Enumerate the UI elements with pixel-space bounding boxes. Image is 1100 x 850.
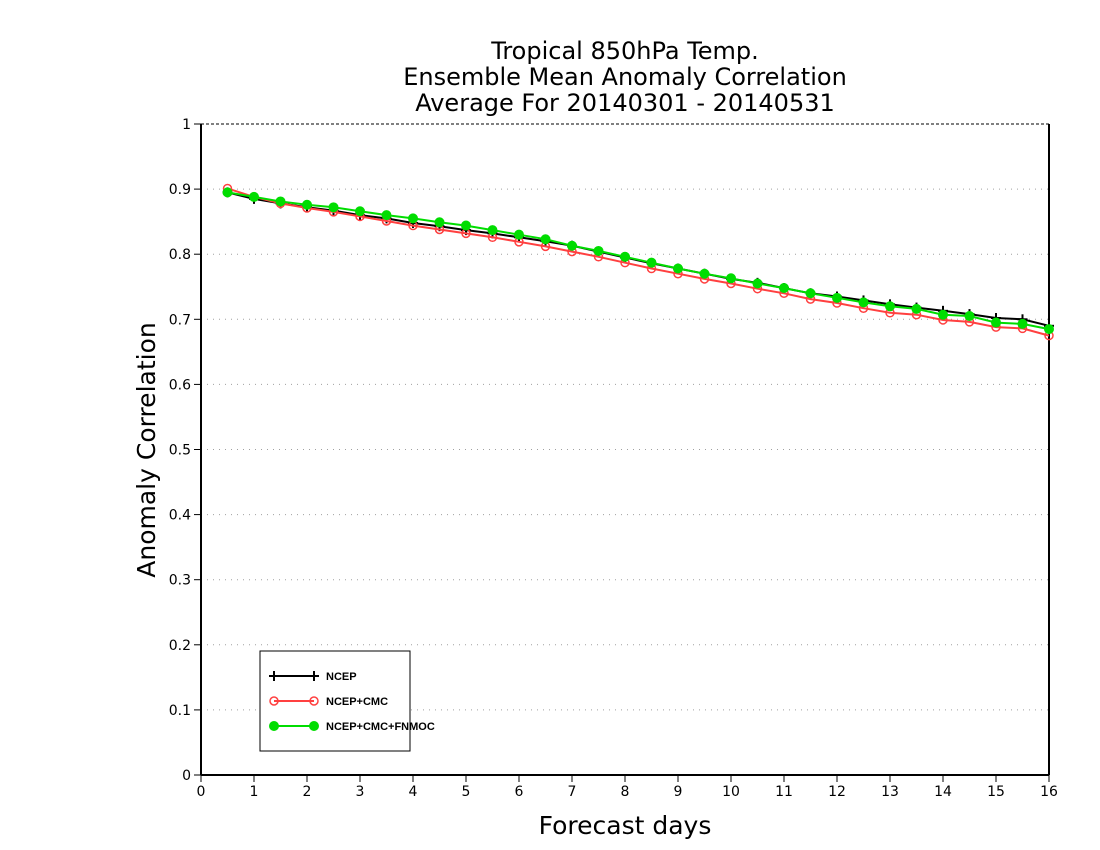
data-series (222, 183, 1054, 341)
data-point (222, 187, 233, 198)
data-point (699, 268, 710, 279)
y-axis-label: Anomaly Correlation (132, 322, 161, 577)
legend-label: NCEP (326, 671, 357, 683)
legend-marker-left (269, 696, 279, 706)
data-point (991, 317, 1001, 328)
x-tick-label: 10 (722, 784, 740, 800)
legend-label: NCEP+CMC (326, 696, 388, 708)
chart-title-line-3: Average For 20140301 - 20140531 (415, 89, 835, 117)
chart-title-line-1: Tropical 850hPa Temp. (490, 37, 759, 65)
x-tick-label: 15 (987, 784, 1005, 800)
legend-marker-right (309, 696, 319, 706)
data-point (461, 220, 471, 231)
y-tick-label: 0 (182, 768, 191, 784)
data-point (434, 217, 445, 228)
data-point (1017, 318, 1028, 329)
x-tick-label: 7 (568, 784, 577, 800)
legend-entry: NCEP (269, 671, 357, 683)
titles: Tropical 850hPa Temp. Ensemble Mean Anom… (132, 37, 847, 840)
data-point (726, 273, 736, 284)
data-point (885, 301, 895, 312)
data-point (964, 311, 975, 322)
tick-labels: 00.10.20.30.40.50.60.70.80.910 1 2 3 4 5 6 7 8 9 1… (169, 117, 1058, 800)
data-point (858, 297, 869, 308)
data-point (249, 191, 259, 202)
data-point (673, 263, 683, 274)
x-tick-label: 5 (462, 784, 471, 800)
x-tick-label: 6 (515, 784, 524, 800)
data-point (381, 210, 392, 221)
legend-marker-left (269, 721, 279, 731)
data-point (540, 234, 551, 245)
x-tick-label: 16 (1040, 784, 1058, 800)
data-point (593, 245, 604, 256)
data-point (567, 240, 577, 251)
legend-marker-right (309, 721, 319, 731)
x-tick-label: 8 (621, 784, 630, 800)
data-point (805, 288, 816, 299)
legend-label: NCEP+CMC+FNMOC (326, 721, 435, 733)
y-tick-label: 0.4 (169, 508, 191, 524)
data-point (832, 292, 842, 303)
data-point (911, 303, 922, 314)
x-tick-label: 3 (356, 784, 365, 800)
series-ncep-cmc-fnmoc (222, 187, 1054, 335)
y-tick-label: 0.9 (169, 182, 191, 198)
y-tick-label: 0.7 (169, 312, 191, 328)
data-point (487, 225, 498, 236)
series-ncep-cmc (222, 183, 1054, 341)
y-tick-label: 0.2 (169, 638, 191, 654)
x-axis-label: Forecast days (539, 811, 712, 840)
y-tick-label: 0.8 (169, 247, 191, 263)
x-tick-label: 12 (828, 784, 846, 800)
data-point (275, 196, 286, 207)
y-tick-label: 0.5 (169, 443, 191, 459)
x-tick-label: 0 (197, 784, 206, 800)
legend-entry: NCEP+CMC+FNMOC (269, 721, 435, 733)
x-tick-label: 9 (674, 784, 683, 800)
data-point (1044, 324, 1054, 335)
data-point (620, 251, 630, 262)
data-point (938, 309, 948, 320)
y-tick-label: 0.3 (169, 573, 191, 589)
data-point (408, 213, 418, 224)
data-point (752, 278, 763, 289)
chart-title-line-2: Ensemble Mean Anomaly Correlation (403, 63, 847, 91)
data-point (646, 257, 657, 268)
y-tick-label: 1 (182, 117, 191, 133)
x-tick-label: 4 (409, 784, 418, 800)
data-point (779, 283, 789, 294)
legend: NCEP NCEP+CMC NCEP+CMC+FNMOC (259, 650, 435, 752)
y-tick-label: 0.1 (169, 703, 191, 719)
data-point (514, 229, 524, 240)
legend-entry: NCEP+CMC (269, 696, 388, 708)
x-tick-label: 11 (775, 784, 793, 800)
x-tick-label: 1 (250, 784, 259, 800)
data-point (355, 206, 365, 217)
data-point (328, 202, 339, 213)
data-point (302, 199, 312, 210)
x-tick-label: 13 (881, 784, 899, 800)
x-tick-label: 14 (934, 784, 952, 800)
legend-marker-left (269, 671, 279, 681)
x-tick-label: 2 (303, 784, 312, 800)
y-tick-label: 0.6 (169, 377, 191, 393)
legend-marker-right (309, 671, 319, 681)
